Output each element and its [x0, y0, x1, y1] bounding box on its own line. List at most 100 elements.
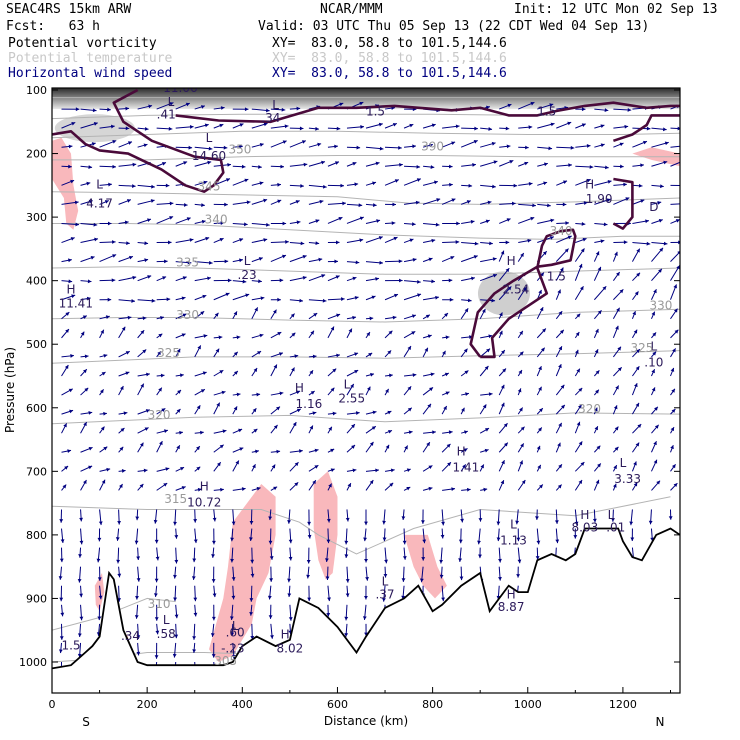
wind-vector — [174, 528, 179, 539]
wind-vector — [670, 367, 675, 377]
wind-vector — [174, 623, 179, 639]
wind-vector — [365, 479, 374, 491]
wind-vector — [174, 547, 179, 564]
wind-vector — [403, 123, 414, 129]
wind-vector — [555, 289, 561, 300]
wind-vector — [385, 278, 403, 283]
wind-vector — [307, 509, 312, 526]
chart-annotation: 11.06 — [163, 81, 197, 95]
wind-vector — [458, 528, 463, 544]
wind-vector — [61, 144, 73, 149]
wind-vector — [251, 238, 268, 244]
wind-vector — [517, 547, 522, 564]
wind-vector — [346, 352, 359, 358]
wind-vector — [213, 402, 221, 415]
wind-vector — [137, 483, 144, 491]
wind-vector — [79, 528, 84, 545]
wind-vector — [499, 183, 518, 188]
wind-vector — [232, 293, 250, 301]
wind-vector — [536, 386, 542, 396]
wind-vector — [306, 547, 311, 564]
wind-vector — [536, 365, 542, 377]
wind-vector — [175, 333, 186, 339]
wind-vector — [118, 469, 126, 473]
wind-vector — [213, 145, 228, 150]
wind-vector — [498, 368, 507, 377]
wind-vector — [346, 482, 352, 491]
plot-frame — [51, 87, 681, 694]
wind-vector — [574, 286, 584, 300]
wind-vector — [97, 528, 102, 542]
wind-vector — [137, 298, 156, 303]
wind-vector — [362, 604, 367, 620]
wind-vector — [61, 164, 72, 169]
wind-vector — [327, 468, 335, 472]
wind-vector — [156, 126, 173, 131]
wind-vector — [288, 547, 293, 561]
wind-vector — [574, 509, 579, 526]
wind-vector — [175, 125, 194, 129]
wind-vector — [555, 248, 569, 262]
wind-vector — [651, 247, 664, 262]
field-wind-name: Horizontal wind speed — [8, 66, 173, 81]
wind-vector — [593, 285, 607, 301]
wind-vector — [651, 289, 657, 300]
wind-vector — [480, 487, 488, 492]
wind-vector — [593, 479, 600, 491]
wind-vector — [308, 448, 319, 453]
wind-vector — [156, 408, 166, 415]
chart-annotation: 340 — [550, 224, 573, 238]
wind-vector — [118, 385, 124, 396]
chart-annotation: 8.87 — [498, 600, 525, 614]
field-wind-xy: XY= 83.0, 58.8 to 101.5,144.6 — [272, 66, 507, 81]
wind-vector — [118, 326, 126, 339]
wind-vector — [270, 199, 282, 205]
wind-vector — [194, 160, 212, 167]
wind-vector — [79, 585, 84, 598]
chart-annotation: -.23 — [221, 641, 244, 655]
chart-annotation: L — [620, 456, 627, 470]
wind-vector — [422, 180, 438, 186]
wind-vector — [364, 509, 368, 526]
wind-vector — [535, 547, 540, 560]
chart-annotation: 1.13 — [500, 533, 527, 547]
wind-vector — [575, 201, 588, 205]
wind-vector — [118, 126, 130, 131]
wind-vector — [537, 162, 548, 167]
wind-vector — [461, 430, 469, 435]
chart-annotation: 340 — [205, 212, 228, 226]
wind-vector — [118, 315, 132, 320]
wind-vector — [289, 220, 301, 225]
wind-vector — [154, 604, 159, 621]
wind-vector — [251, 464, 256, 472]
wind-vector — [498, 566, 502, 581]
wind-vector — [403, 238, 414, 244]
wind-vector — [422, 403, 432, 415]
wind-vector — [251, 198, 268, 205]
wind-vector — [365, 441, 374, 453]
wind-vector — [612, 426, 619, 434]
wind-vector — [498, 286, 512, 301]
wind-vector — [136, 547, 141, 560]
wind-vector — [384, 350, 392, 358]
wind-vector — [651, 160, 668, 167]
wind-vector — [211, 604, 216, 621]
wind-vector — [346, 238, 364, 244]
wind-vector — [174, 604, 179, 619]
wind-vector — [346, 203, 363, 208]
wind-vector — [61, 449, 72, 453]
wind-vector — [651, 406, 659, 415]
chart-annotation: 11.41 — [59, 296, 93, 310]
chart-annotation: H — [580, 508, 589, 522]
wind-vector — [555, 310, 563, 320]
x-tick-label: 1200 — [609, 698, 637, 711]
wind-vector — [99, 200, 110, 205]
wind-vector — [288, 604, 293, 621]
wind-vector — [213, 429, 227, 434]
wind-vector — [289, 200, 300, 205]
y-tick-label: 700 — [26, 465, 47, 478]
wind-vector — [480, 257, 497, 263]
wind-vector — [137, 258, 149, 263]
wind-vector — [78, 547, 83, 558]
wind-vector — [289, 481, 299, 491]
